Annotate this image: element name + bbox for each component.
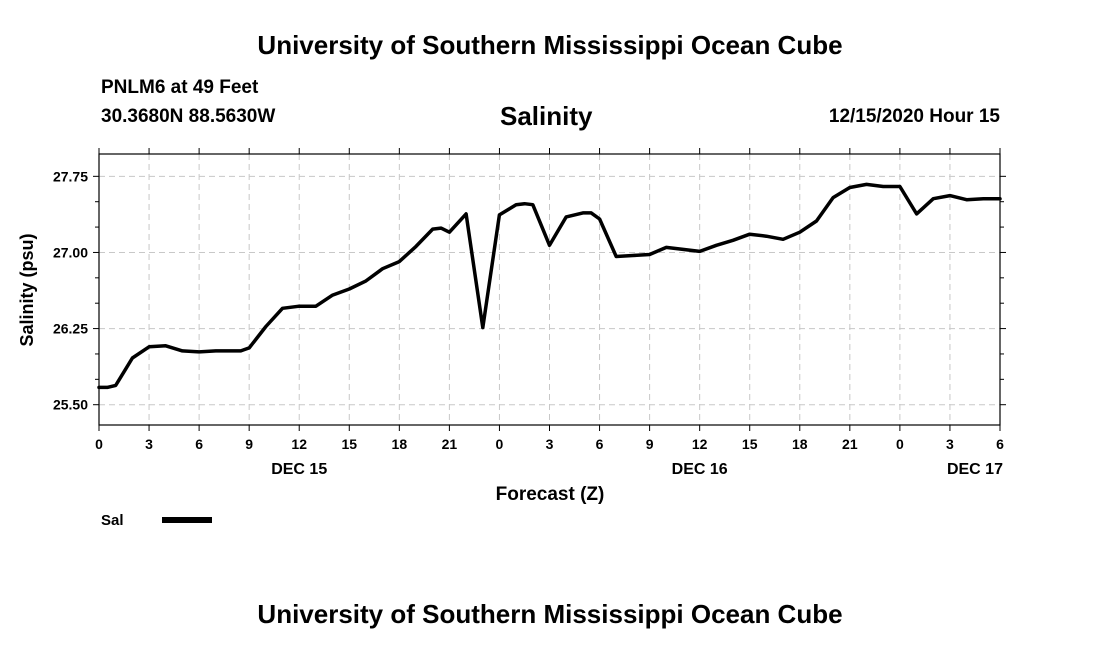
y-tick-label: 26.25 xyxy=(53,321,88,337)
y-tick-label: 27.00 xyxy=(53,244,88,260)
plot-frame xyxy=(98,153,1001,426)
x-tick-label: 15 xyxy=(742,436,758,452)
y-axis-title: Salinity (psu) xyxy=(17,233,37,346)
x-tick-label: 0 xyxy=(496,436,504,452)
series-lines xyxy=(97,182,1002,390)
x-tick-label: 0 xyxy=(95,436,103,452)
x-day-label: DEC 16 xyxy=(672,461,728,478)
legend: Sal xyxy=(101,512,212,529)
x-tick-label: 3 xyxy=(946,436,954,452)
x-tick-label: 6 xyxy=(596,436,604,452)
x-tick-label: 6 xyxy=(195,436,203,452)
variable-title: Salinity xyxy=(500,101,593,131)
footer-title: University of Southern Mississippi Ocean… xyxy=(257,599,843,629)
x-tick-label: 21 xyxy=(442,436,458,452)
axis-ticks xyxy=(93,148,1006,431)
x-tick-label: 3 xyxy=(145,436,153,452)
x-tick-label: 12 xyxy=(291,436,307,452)
axis-labels: 25.50 26.25 27.00 27.75 0 3 6 9 12 15 18 21 0 3 6 9 12 15… xyxy=(53,168,1004,478)
grid-lines xyxy=(99,154,1000,425)
coordinates-label: 30.3680N 88.5630W xyxy=(101,106,276,127)
y-tick-label: 27.75 xyxy=(53,168,88,184)
x-tick-label: 3 xyxy=(546,436,554,452)
y-tick-label: 25.50 xyxy=(53,397,88,413)
x-tick-label: 12 xyxy=(692,436,708,452)
page-title: University of Southern Mississippi Ocean… xyxy=(257,30,843,60)
x-tick-label: 18 xyxy=(792,436,808,452)
x-tick-label: 18 xyxy=(392,436,408,452)
x-day-label: DEC 17 xyxy=(947,461,1003,478)
legend-label: Sal xyxy=(101,512,124,529)
x-tick-label: 6 xyxy=(996,436,1004,452)
x-tick-label: 15 xyxy=(341,436,357,452)
forecast-datetime: 12/15/2020 Hour 15 xyxy=(828,106,1000,127)
x-day-label: DEC 15 xyxy=(271,461,327,478)
x-tick-label: 9 xyxy=(646,436,654,452)
x-tick-label: 9 xyxy=(245,436,253,452)
x-tick-label: 21 xyxy=(842,436,858,452)
series-line-sal xyxy=(97,182,1002,390)
x-tick-label: 0 xyxy=(896,436,904,452)
station-label: PNLM6 at 49 Feet xyxy=(101,77,259,98)
x-axis-title: Forecast (Z) xyxy=(496,484,605,505)
